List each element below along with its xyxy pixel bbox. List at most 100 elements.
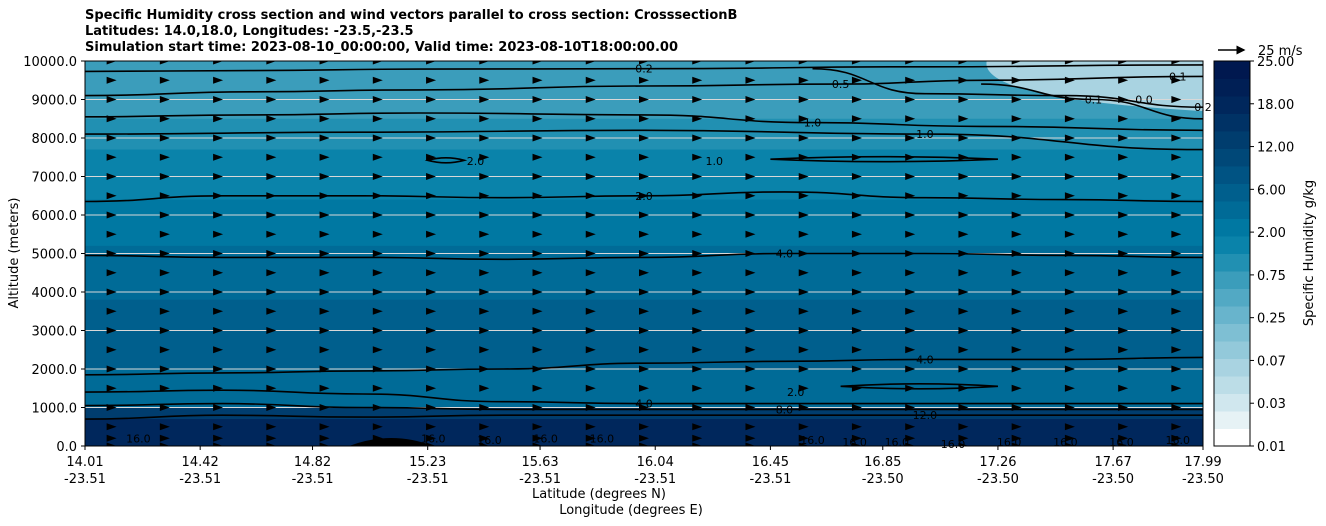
wind-vector: [1064, 442, 1075, 446]
wind-vector: [639, 288, 649, 296]
wind-vector: [426, 434, 437, 442]
contour-line: [85, 75, 1203, 97]
wind-vector: [479, 434, 490, 442]
wind-vector: [905, 269, 916, 277]
wind-vector: [692, 230, 703, 238]
wind-vector: [426, 423, 437, 431]
colorbar-swatch: [1214, 131, 1250, 149]
wind-vector: [798, 327, 809, 334]
wind-vector: [1011, 230, 1022, 238]
wind-vector: [585, 115, 596, 123]
wind-vector: [798, 346, 809, 354]
wind-vector: [266, 230, 277, 238]
wind-vector: [798, 404, 809, 411]
wind-vector: [266, 288, 277, 296]
wind-vector: [851, 365, 862, 373]
y-tick-label: 5000.0: [32, 248, 78, 263]
wind-vector: [319, 230, 330, 238]
wind-vector: [426, 250, 437, 257]
wind-vector: [905, 307, 916, 315]
wind-vector: [958, 76, 969, 84]
wind-vector: [266, 384, 277, 392]
wind-vector: [106, 173, 117, 180]
wind-vector: [1011, 423, 1022, 431]
wind-vector: [585, 153, 596, 161]
wind-vector: [106, 250, 117, 257]
colorbar-swatch: [1214, 113, 1250, 132]
wind-vector: [1064, 269, 1075, 277]
contour-line: [85, 129, 1203, 151]
wind-vector: [692, 76, 703, 84]
wind-vector: [372, 134, 383, 142]
colorbar-swatch: [1214, 288, 1250, 307]
wind-vector: [266, 192, 277, 200]
wind-vector: [851, 96, 862, 103]
wind-vector: [479, 327, 490, 334]
wind-vector: [1171, 153, 1182, 161]
wind-vector: [532, 211, 543, 219]
wind-vector: [692, 288, 703, 296]
wind-vector: [1118, 230, 1129, 238]
wind-vector: [319, 192, 330, 200]
colorbar-swatch: [1214, 201, 1250, 219]
wind-vector: [585, 211, 596, 219]
wind-vector: [106, 365, 117, 373]
wind-vector: [905, 346, 916, 354]
wind-vector: [745, 115, 756, 123]
wind-vector: [479, 76, 490, 84]
wind-vector: [213, 230, 224, 238]
contour-label: 2.0: [635, 190, 653, 203]
x-tick-label-longitude: -23.51: [179, 472, 221, 487]
contour-label: 16.0: [533, 432, 558, 445]
wind-vector: [266, 327, 277, 334]
x-tick-label-latitude: 17.67: [1095, 455, 1132, 470]
wind-vector: [266, 346, 277, 354]
y-axis: 0.0 1000.0 2000.0 3000.0 4000.0 5000.0 6000.0 7…: [23, 55, 85, 455]
x-tick-label-longitude: -23.51: [519, 472, 561, 487]
wind-vector: [319, 250, 330, 257]
wind-vector: [479, 211, 490, 219]
wind-vector: [1171, 346, 1182, 354]
contour-label: 16.0: [800, 434, 825, 447]
x-tick-label-latitude: 16.85: [864, 455, 901, 470]
wind-vector: [159, 115, 170, 123]
colorbar-tick-label: 0.01: [1257, 440, 1286, 455]
wind-vector: [851, 327, 862, 334]
terrain: [349, 438, 434, 446]
wind-vector: [958, 327, 969, 334]
wind-vector: [213, 404, 224, 411]
wind-vector: [692, 434, 703, 442]
wind-vector: [585, 192, 596, 200]
wind-vector: [159, 434, 170, 442]
wind-vector: [1118, 173, 1129, 180]
contour-label: 16.0: [997, 436, 1022, 449]
wind-vector: [958, 230, 969, 238]
quiver-key-label: 25 m/s: [1258, 44, 1303, 59]
wind-vector: [319, 327, 330, 334]
wind-vector: [798, 173, 809, 180]
wind-vector: [372, 173, 383, 180]
colorbar-swatch: [1214, 78, 1250, 97]
wind-vector: [1171, 134, 1182, 142]
chart-title-line-3: Simulation start time: 2023-08-10_00:00:…: [85, 40, 678, 55]
wind-vector: [213, 61, 224, 65]
y-tick-label: 3000.0: [32, 325, 78, 340]
x-tick-label-latitude: 14.42: [182, 455, 219, 470]
wind-vector: [532, 327, 543, 334]
chart-title-line-2: Latitudes: 14.0,18.0, Longitudes: -23.5,…: [85, 24, 414, 39]
wind-vector: [692, 384, 703, 392]
wind-vector: [319, 211, 330, 219]
wind-vector: [479, 134, 490, 142]
wind-vector: [106, 346, 117, 354]
wind-vector: [372, 423, 383, 431]
contour-line: [981, 83, 1203, 120]
contour-line: [85, 112, 1203, 132]
wind-vector: [159, 307, 170, 315]
x-tick-label-longitude: -23.51: [749, 472, 791, 487]
wind-vector: [639, 134, 649, 142]
contour-label: 1.0: [916, 128, 934, 141]
chart-title-line-1: Specific Humidity cross section and wind…: [85, 8, 738, 23]
colorbar-tick-label: 2.00: [1257, 226, 1286, 241]
colorbar-swatch: [1214, 411, 1250, 429]
wind-vector: [798, 230, 809, 238]
